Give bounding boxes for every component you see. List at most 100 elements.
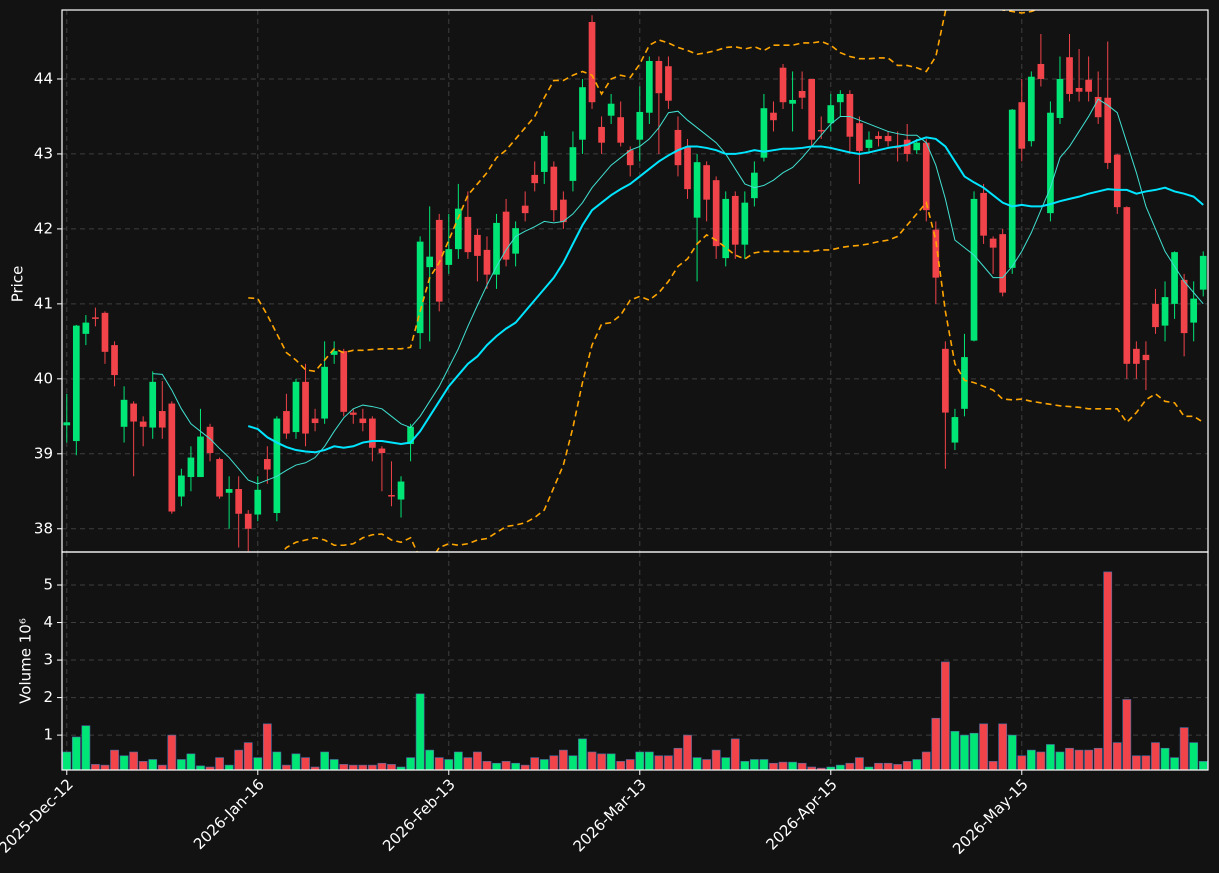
volume-bar — [1179, 727, 1189, 770]
volume-bar — [501, 761, 511, 770]
candle-body — [1027, 76, 1035, 142]
volume-bar — [1198, 761, 1208, 770]
volume-bar — [692, 757, 702, 770]
candle-body — [703, 165, 710, 200]
volume-bar — [1074, 749, 1084, 770]
volume-bar — [979, 723, 988, 770]
volume-bar — [912, 759, 922, 770]
volume-bar — [320, 751, 329, 770]
candle-body — [197, 436, 204, 478]
candle-body — [426, 256, 434, 268]
y-tick-label: 41 — [34, 294, 53, 312]
candle-body — [932, 229, 940, 278]
volume-bar — [377, 762, 387, 770]
candle-body — [283, 411, 290, 434]
candle-body — [1161, 297, 1169, 326]
candle-body — [913, 142, 921, 151]
volume-bar — [883, 762, 893, 770]
volume-bar — [893, 764, 902, 770]
candle-body — [999, 234, 1007, 293]
candle-body — [865, 139, 873, 148]
volume-bar — [262, 723, 272, 770]
candle-body — [416, 241, 424, 334]
volume-bar — [167, 734, 177, 770]
volume-bar — [511, 762, 520, 770]
volume-bar — [721, 757, 731, 770]
volume-bar — [998, 723, 1008, 770]
volume-bar — [845, 762, 855, 770]
volume-bar — [1084, 749, 1093, 770]
candle-body — [445, 249, 453, 265]
candle-body — [827, 105, 835, 124]
volume-bar — [759, 759, 769, 770]
volume-bar — [931, 717, 941, 770]
volume-bar — [750, 759, 759, 770]
candle-body — [139, 421, 147, 427]
volume-bar — [253, 757, 263, 770]
volume-bar — [855, 757, 864, 770]
candle-body — [407, 426, 414, 445]
volume-bar — [301, 757, 310, 770]
volume-bar — [644, 751, 654, 770]
candle-body — [665, 66, 672, 101]
y-axis-label: Volume 10⁶ — [17, 618, 35, 704]
candle-body — [894, 147, 901, 149]
volume-bar — [673, 747, 683, 770]
candle-body — [617, 117, 625, 143]
candle-body — [464, 216, 472, 253]
y-axis-label: Price — [9, 266, 27, 303]
volume-bar — [358, 764, 368, 770]
candle-body — [1123, 207, 1131, 364]
volume-bar — [81, 725, 91, 770]
candle-body — [951, 417, 959, 443]
candle-body — [1018, 102, 1026, 149]
candle-body — [1066, 57, 1073, 94]
candle-body — [82, 322, 90, 334]
grid — [62, 10, 1208, 770]
volume-bar — [1065, 747, 1074, 770]
volume-bar — [960, 734, 969, 770]
volume-bar — [1017, 755, 1027, 770]
y-tick-label: 40 — [34, 369, 53, 387]
candle-body — [388, 495, 395, 497]
volume-bar — [1007, 734, 1017, 770]
candle-body — [311, 418, 319, 424]
candle-body — [856, 123, 863, 151]
candle-body — [684, 147, 691, 190]
volume-bar — [215, 757, 224, 770]
volume-bar — [788, 761, 797, 770]
candle-body — [63, 422, 71, 426]
volume-bar — [272, 751, 282, 770]
y-tick-label: 43 — [34, 144, 53, 162]
candle-body — [1171, 252, 1178, 304]
candle-body — [225, 489, 233, 493]
volume-bar — [71, 736, 81, 770]
volume-bar — [1189, 742, 1199, 770]
candle-body — [579, 87, 586, 140]
indicator-line — [152, 98, 1204, 485]
candle-body — [531, 174, 539, 184]
candle-body — [1037, 63, 1045, 79]
volume-bar — [559, 749, 568, 770]
candle-body — [760, 108, 768, 158]
candle-body — [158, 411, 166, 428]
volume-bar — [1036, 751, 1046, 770]
volume-bar — [186, 753, 196, 770]
volume-bar — [702, 759, 711, 770]
candle-body — [1113, 154, 1121, 208]
candle-body — [875, 135, 882, 139]
candle-body — [961, 357, 968, 409]
volume-bar — [148, 759, 158, 770]
volume-bar — [339, 764, 349, 770]
volume-bar — [597, 753, 606, 770]
volume-bar — [826, 766, 836, 770]
candle-body — [206, 426, 214, 454]
candle-body — [636, 111, 644, 140]
volume-bar — [368, 764, 377, 770]
candle-body — [502, 211, 510, 260]
candle-body — [693, 162, 701, 218]
candle-body — [1104, 97, 1112, 163]
y-tick-label: 1 — [43, 726, 53, 744]
